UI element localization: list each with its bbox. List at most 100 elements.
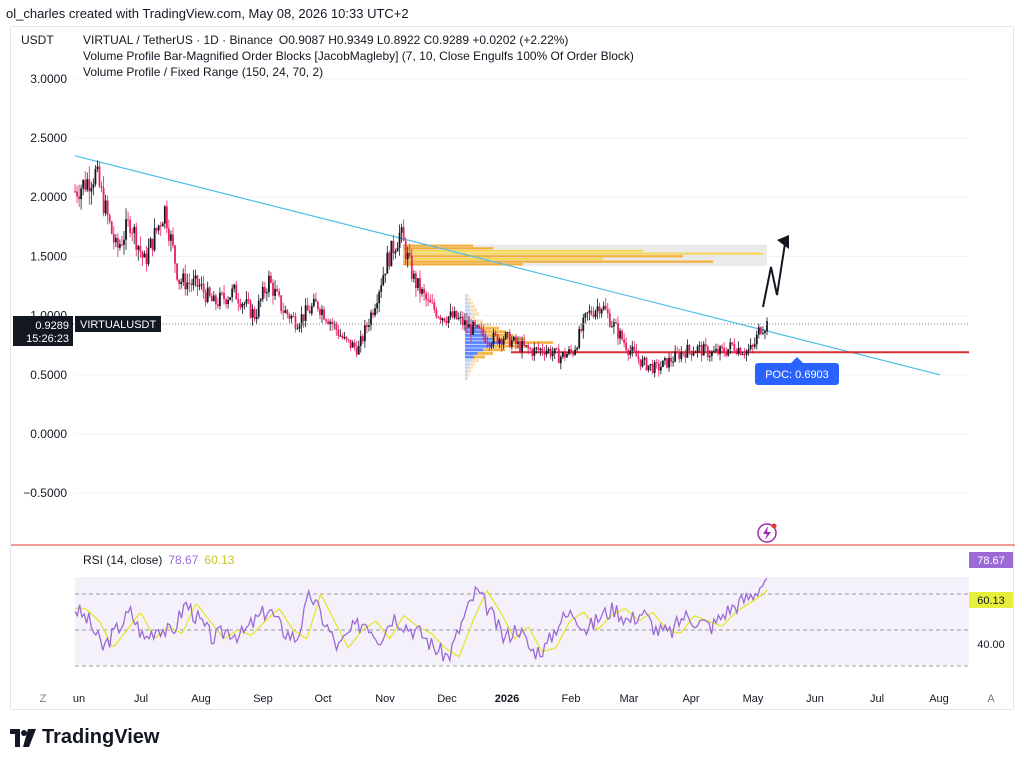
indicator-legend-1: Volume Profile Bar-Magnified Order Block… — [83, 49, 634, 63]
candle-body — [751, 345, 754, 347]
candle-body — [457, 317, 460, 320]
tradingview-logo-text: TradingView — [42, 726, 160, 748]
candle-body — [431, 302, 434, 304]
candle-body — [739, 347, 742, 355]
candle-body — [557, 349, 560, 364]
candle-body — [668, 357, 670, 368]
x-tick-label: Oct — [314, 693, 331, 705]
candle-body — [721, 346, 723, 349]
x-tick-label: un — [73, 693, 85, 705]
volume-profile-bar-buy — [465, 377, 467, 381]
candle-body — [602, 305, 605, 310]
time-axis[interactable]: un Jul Aug Sep Oct Nov Dec 2026 Feb Mar Apr May Jun J… — [73, 693, 949, 705]
candle-body — [198, 284, 201, 287]
volume-profile-bar-sell — [492, 337, 525, 341]
candle-body — [212, 295, 215, 302]
lightning-icon[interactable] — [757, 523, 777, 543]
corner-right[interactable]: A — [987, 693, 995, 705]
x-tick-label: Nov — [375, 693, 395, 705]
candle-body — [463, 320, 466, 326]
candle-body — [253, 309, 256, 319]
candle-body — [502, 339, 505, 345]
candle-body — [176, 263, 178, 280]
corner-left[interactable]: Z — [40, 693, 47, 705]
candle-body — [419, 278, 421, 294]
y-tick-label: 3.0000 — [30, 72, 67, 86]
candle-body — [576, 347, 579, 350]
candle-body — [482, 328, 485, 336]
candle-body — [653, 362, 656, 373]
candle-body — [359, 336, 362, 346]
volume-profile-bar-sell — [471, 312, 479, 316]
candle-body — [327, 321, 330, 325]
candle-body — [594, 310, 597, 317]
candle-body — [708, 356, 711, 358]
candle-body — [661, 360, 664, 368]
candle-body — [512, 336, 515, 341]
candle-body — [219, 292, 221, 306]
rsi-line[interactable] — [74, 577, 768, 664]
candle-body — [243, 303, 246, 305]
candle-body — [698, 345, 701, 347]
x-tick-label: May — [743, 693, 764, 705]
candle-body — [229, 297, 232, 300]
price-tag-box — [13, 316, 73, 346]
tradingview-logo[interactable]: TradingView — [10, 726, 159, 749]
candle-body — [572, 351, 574, 355]
candle-body — [459, 316, 462, 318]
volume-profile-bar-sell — [480, 326, 499, 330]
candle-body — [225, 299, 227, 305]
candle-body — [102, 187, 105, 214]
candle-body — [221, 292, 223, 294]
candle-body — [670, 357, 672, 362]
y-tick-label: 0.0000 — [30, 427, 67, 441]
candle-body — [296, 328, 299, 330]
volume-profile-bar-buy — [465, 369, 468, 373]
candle-body — [404, 240, 407, 260]
price-axis[interactable]: 3.00002.50002.00001.50001.00000.50000.00… — [23, 72, 67, 500]
candle-body — [204, 292, 207, 303]
candle-body — [417, 278, 419, 288]
candle-body — [304, 305, 307, 321]
candle-body — [664, 358, 666, 361]
candle-body — [537, 347, 540, 350]
candle-body — [347, 339, 350, 341]
candle-body — [88, 179, 91, 192]
candle-body — [374, 308, 376, 316]
candle-body — [549, 348, 552, 357]
candle-body — [643, 357, 646, 360]
candle-body — [116, 237, 119, 248]
candle-body — [133, 226, 136, 234]
descending-trendline[interactable] — [74, 155, 941, 376]
candle-body — [645, 357, 648, 371]
candle-body — [406, 252, 409, 260]
rsi-levels — [75, 593, 969, 667]
volume-profile-bar-sell — [474, 355, 485, 359]
candle-body — [237, 299, 240, 304]
candle-body — [443, 318, 446, 322]
price-chart[interactable]: 3.00002.50002.00001.50001.00000.50000.00… — [11, 27, 1015, 711]
candle-body — [98, 166, 101, 187]
order-block — [403, 244, 767, 266]
candle-body — [331, 321, 334, 324]
price-tag-countdown: 15:26:23 — [26, 333, 69, 345]
rsi-value: 78.67 — [977, 555, 1005, 567]
candle-body — [470, 323, 472, 335]
candle-body — [680, 352, 683, 360]
rsi-legend-ma: 60.13 — [204, 553, 234, 567]
ohlc-values: O0.9087 H0.9349 L0.8922 C0.9289 +0.0202 … — [279, 33, 569, 47]
projection-arrow[interactable] — [762, 236, 787, 308]
volume-profile-bar-sell — [486, 333, 513, 337]
rsi-ma-value: 60.13 — [977, 595, 1005, 607]
candle-body — [617, 323, 619, 339]
candle-body — [339, 335, 342, 337]
candle-body — [647, 365, 650, 371]
candle-body — [743, 354, 746, 356]
candle-body — [96, 166, 99, 170]
candle-body — [355, 346, 358, 355]
candle-body — [414, 273, 417, 288]
candle-body — [510, 340, 513, 347]
candle-body — [439, 317, 442, 320]
candle-body — [186, 282, 189, 290]
candle-body — [766, 321, 768, 332]
